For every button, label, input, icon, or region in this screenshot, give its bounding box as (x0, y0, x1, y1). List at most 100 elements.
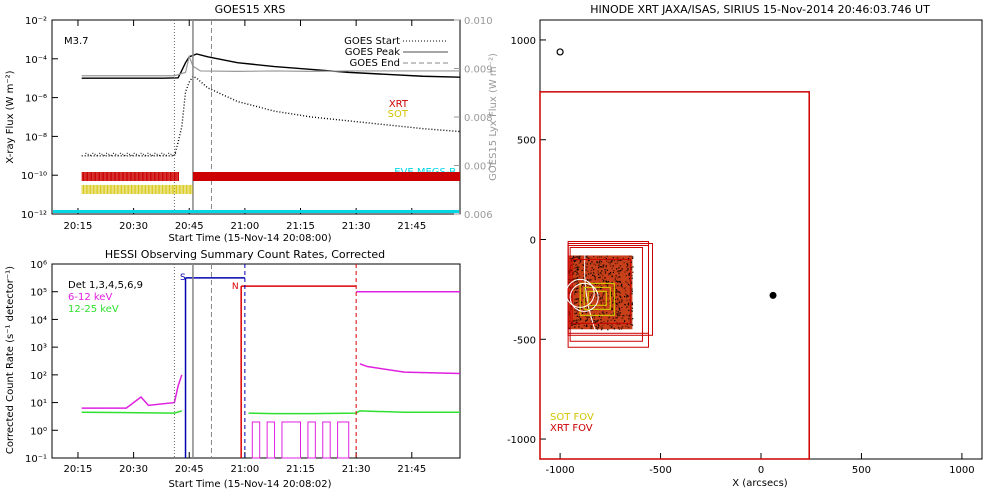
xrt-image-noise (576, 287, 579, 289)
xrt-image-noise (611, 324, 613, 326)
xrt-image-noise (621, 328, 623, 330)
xrt-image-noise (605, 265, 607, 267)
sot-tick (136, 185, 138, 194)
xrt-image-noise (602, 324, 604, 326)
xrt-image-noise (576, 315, 578, 317)
xrt-image-noise (607, 281, 610, 283)
xrt-image-noise (568, 278, 570, 280)
sot-tick (146, 185, 148, 194)
xrt-image-noise (627, 265, 629, 267)
sot-tick (188, 185, 190, 194)
xrt-image-noise (583, 324, 585, 327)
xrt-image-noise (592, 293, 594, 295)
xrt-image-noise (591, 316, 593, 318)
sot-tick (143, 185, 145, 194)
goes-short-dot (108, 153, 110, 155)
xrt-label: XRT (389, 99, 409, 110)
xrt-image-noise (575, 288, 577, 290)
sot-tick (166, 185, 168, 194)
xrt-image-noise (619, 314, 621, 316)
xrt-image-noise (616, 260, 619, 262)
xrt-tick (135, 172, 137, 181)
xrt-image-noise (575, 281, 577, 283)
flare-circle (569, 282, 599, 312)
xrt-image-noise (606, 255, 608, 257)
xrt-image-noise (605, 280, 607, 282)
xrt-image-noise (589, 279, 591, 281)
hessi-y-tick-label: 10⁻¹ (25, 454, 47, 465)
xrt-image-noise (599, 296, 601, 299)
xrt-image-noise (582, 279, 584, 282)
xrt-image-noise (600, 301, 602, 303)
xrt-image-noise (598, 277, 600, 279)
xrt-image-noise (585, 312, 587, 314)
legend-det: Det 1,3,4,5,6,9 (68, 280, 143, 291)
xrt-image-noise (589, 296, 591, 298)
xrt-image-noise (610, 261, 612, 263)
xrt-image-noise (618, 276, 620, 278)
xrt-image-noise (625, 274, 627, 277)
map-y-tick-label: 1000 (511, 36, 536, 47)
xrt-image-noise (624, 320, 626, 322)
sot-tick (97, 185, 99, 194)
xrt-image-noise (607, 329, 609, 331)
xrt-image-noise (576, 321, 578, 323)
sot-tick (139, 185, 141, 194)
hessi-xlabel: Start Time (15-Nov-14 20:08:02) (168, 479, 331, 490)
xrt-tick (112, 172, 114, 181)
xrt-tick (100, 172, 102, 181)
sot-tick (90, 185, 92, 194)
sot-tick (160, 185, 162, 194)
goes-short-dot (168, 152, 170, 154)
hinode-xlabel: X (arcsecs) (732, 478, 788, 489)
xrt-image-noise (627, 295, 629, 297)
goes-short-dot (145, 154, 147, 156)
hinode-frame (539, 19, 983, 460)
goes-short-dot (138, 154, 140, 156)
xrt-image-noise (597, 323, 599, 326)
xrt-image-noise (613, 328, 616, 330)
goes-short-dot (115, 153, 117, 155)
xrt-image-noise (572, 255, 575, 258)
xrt-image-noise (610, 309, 612, 311)
xrt-image-noise (573, 293, 576, 296)
xrt-image-noise (577, 257, 580, 260)
xrt-image-noise (568, 320, 571, 322)
xrt-image-noise (618, 267, 620, 269)
xrt-image-noise (587, 280, 590, 283)
filled-point (769, 291, 777, 299)
sot-tick (119, 185, 121, 194)
goes-short-dot (165, 154, 167, 156)
goes-short-dot (131, 154, 133, 156)
xrt-image-noise (604, 277, 606, 279)
xrt-image-noise (600, 288, 602, 290)
xrt-image-noise (599, 263, 601, 265)
map-y-tick-label: 500 (517, 136, 536, 147)
xrt-image-noise (618, 328, 620, 330)
hessi-y-tick-label: 10¹ (30, 399, 47, 410)
goes-x-tick-label: 20:15 (64, 221, 93, 232)
xrt-image-noise (572, 323, 574, 325)
hinode-title: HINODE XRT JAXA/ISAS, SIRIUS 15-Nov-2014… (590, 3, 930, 16)
xrt-image-noise (572, 286, 574, 288)
xrt-image-noise (614, 279, 616, 281)
xrt-image-noise (604, 271, 606, 273)
hessi-y-tick-label: 10² (30, 371, 47, 382)
xrt-image-noise (617, 290, 619, 292)
goes-right-tick-label: 0.010 (464, 16, 493, 27)
xrt-tick (101, 172, 103, 181)
xrt-image-noise (596, 294, 598, 296)
xrt-image-noise (593, 313, 595, 315)
xrt-image-noise (627, 269, 629, 271)
xrt-image-noise (577, 319, 580, 321)
xrt-image-noise (578, 257, 581, 259)
xrt-image-noise (598, 288, 600, 290)
xrt-image-noise (606, 269, 608, 271)
xrt-image-noise (622, 325, 624, 328)
sot-tick (126, 185, 128, 194)
legend-goes-end: GOES End (350, 58, 400, 69)
xrt-image-noise (624, 271, 626, 273)
xrt-image-noise (621, 268, 623, 271)
sot-tick (169, 185, 170, 194)
xrt-image-noise (600, 319, 602, 321)
